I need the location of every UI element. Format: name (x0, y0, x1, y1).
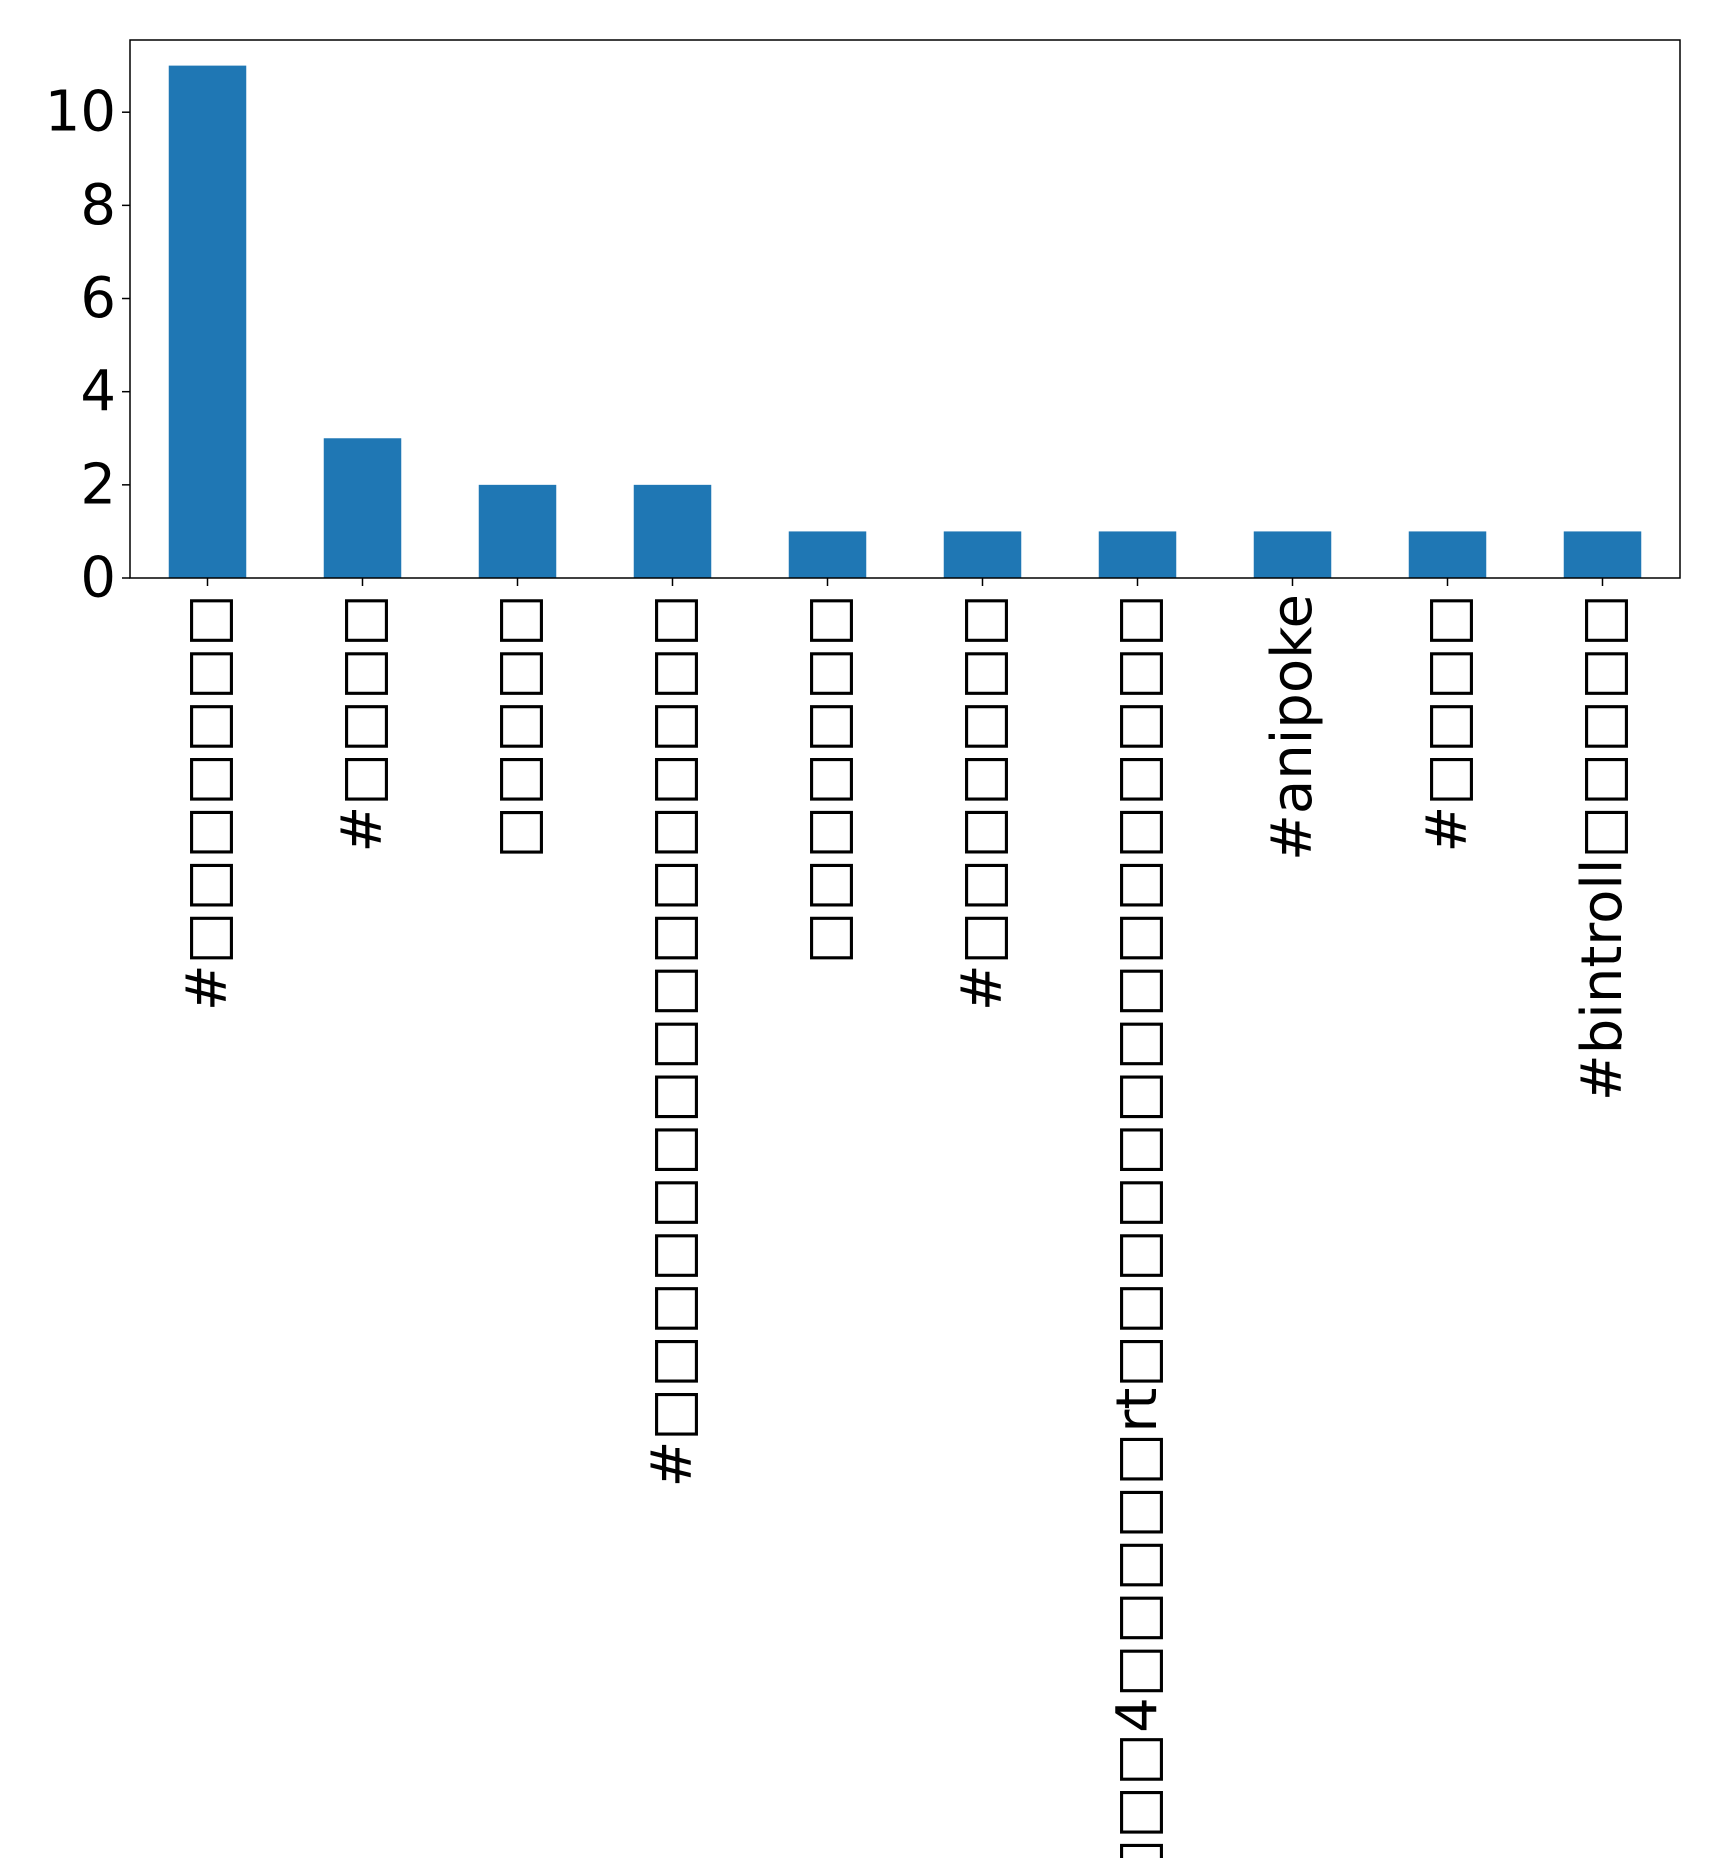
x-tick-label-5: #□□□□□□□ (950, 594, 1015, 1011)
y-tick-label-4: 8 (80, 173, 116, 238)
bar-4 (788, 531, 867, 578)
plot-frame (129, 39, 1681, 579)
x-tick-label-7: #anipoke (1260, 594, 1325, 861)
y-axis: 0 2 4 6 8 10 (45, 80, 130, 611)
y-tick-label-0: 0 (80, 546, 116, 611)
x-tick-label-8: #□□□□ (1415, 594, 1480, 853)
y-tick-label-1: 2 (80, 452, 116, 517)
y-tick-label-5: 10 (45, 80, 116, 145)
bar-7 (1253, 531, 1332, 578)
bar-5 (943, 531, 1022, 578)
bar-2 (478, 484, 557, 578)
x-axis: #□□□□□□□ #□□□□ □□□□□ #□□□□□□□□□□□□□□□□ □□□□□… (175, 578, 1635, 1858)
x-tick-label-1: #□□□□ (330, 594, 395, 853)
bar-0 (168, 65, 247, 579)
x-tick-label-4: □□□□□□□ (795, 594, 860, 964)
bars-group (168, 65, 1642, 579)
x-tick-label-2: □□□□□ (485, 594, 550, 859)
x-tick-label-9: #bintroll□□□□□ (1570, 594, 1635, 1101)
x-tick-label-3: #□□□□□□□□□□□□□□□□ (640, 594, 705, 1487)
y-tick-label-2: 4 (80, 359, 116, 424)
bar-6 (1098, 531, 1177, 578)
y-tick-label-3: 6 (80, 266, 116, 331)
x-tick-label-0: #□□□□□□□ (175, 594, 240, 1011)
bar-9 (1563, 531, 1642, 578)
x-tick-label-6: #□□□4□□□□□rt□□□□□□□□□□□□□□□ (1105, 594, 1170, 1858)
bar-1 (323, 438, 402, 578)
bar-8 (1408, 531, 1487, 578)
bar-3 (633, 484, 712, 578)
